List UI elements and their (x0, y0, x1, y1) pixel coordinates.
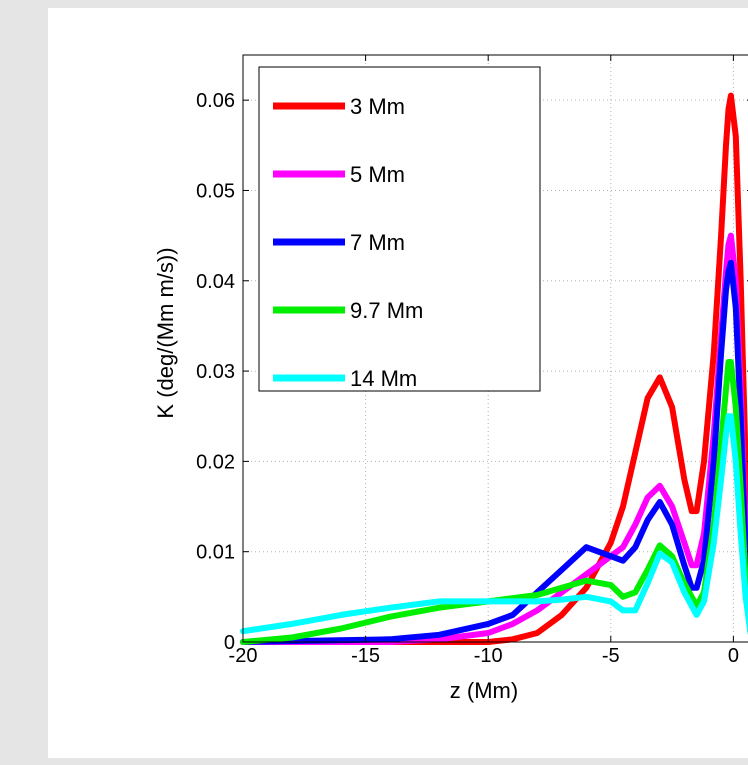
series-layer (240, 92, 748, 645)
y-tick-label: 0.06 (196, 90, 235, 112)
legend-label: 5 Mm (350, 162, 405, 187)
series-line-14-mm (240, 413, 748, 635)
x-tick-label: -5 (602, 645, 620, 667)
y-tick-label: 0.03 (196, 361, 235, 383)
legend-item: 9.7 Mm (273, 298, 423, 323)
legend-box (258, 66, 541, 392)
x-axis-label: z (Mm) (450, 678, 518, 703)
legend: 3 Mm 5 Mm 7 Mm 9.7 Mm 14 Mm (258, 66, 541, 392)
series-line-9-7-mm (240, 359, 748, 645)
legend-label: 14 Mm (350, 366, 417, 391)
y-tick-label: 0.04 (196, 271, 235, 293)
y-axis-label: K (deg/(Mm m/s)) (153, 247, 178, 418)
series-line-7-mm (240, 259, 748, 645)
series-line-5-mm (240, 232, 748, 645)
legend-label: 7 Mm (350, 230, 405, 255)
legend-label: 9.7 Mm (350, 298, 423, 323)
y-tick-label: 0.01 (196, 542, 235, 564)
series-line-3-mm (240, 92, 748, 645)
y-tick-label: 0.02 (196, 451, 235, 473)
legend-item: 5 Mm (273, 162, 405, 187)
line-chart: -20 -15 -10 -5 0 0 0.01 0.02 0.03 0.04 0.05 0.06 z … (153, 54, 748, 703)
x-tick-label: -10 (474, 645, 503, 667)
y-tick-label: 0.05 (196, 180, 235, 202)
figure-canvas: -20 -15 -10 -5 0 0 0.01 0.02 0.03 0.04 0.05 0.06 z … (48, 8, 748, 758)
legend-item: 7 Mm (273, 230, 405, 255)
legend-item: 14 Mm (273, 366, 417, 391)
legend-item: 3 Mm (273, 94, 405, 119)
x-tick-label: -15 (351, 645, 380, 667)
plot-area-frame (242, 54, 748, 643)
ticks: -20 -15 -10 -5 0 0 0.01 0.02 0.03 0.04 0.05 0.06 (196, 55, 748, 667)
legend-label: 3 Mm (350, 94, 405, 119)
x-tick-label: -20 (229, 645, 258, 667)
y-tick-label: 0 (224, 632, 235, 654)
x-tick-label: 0 (728, 645, 739, 667)
